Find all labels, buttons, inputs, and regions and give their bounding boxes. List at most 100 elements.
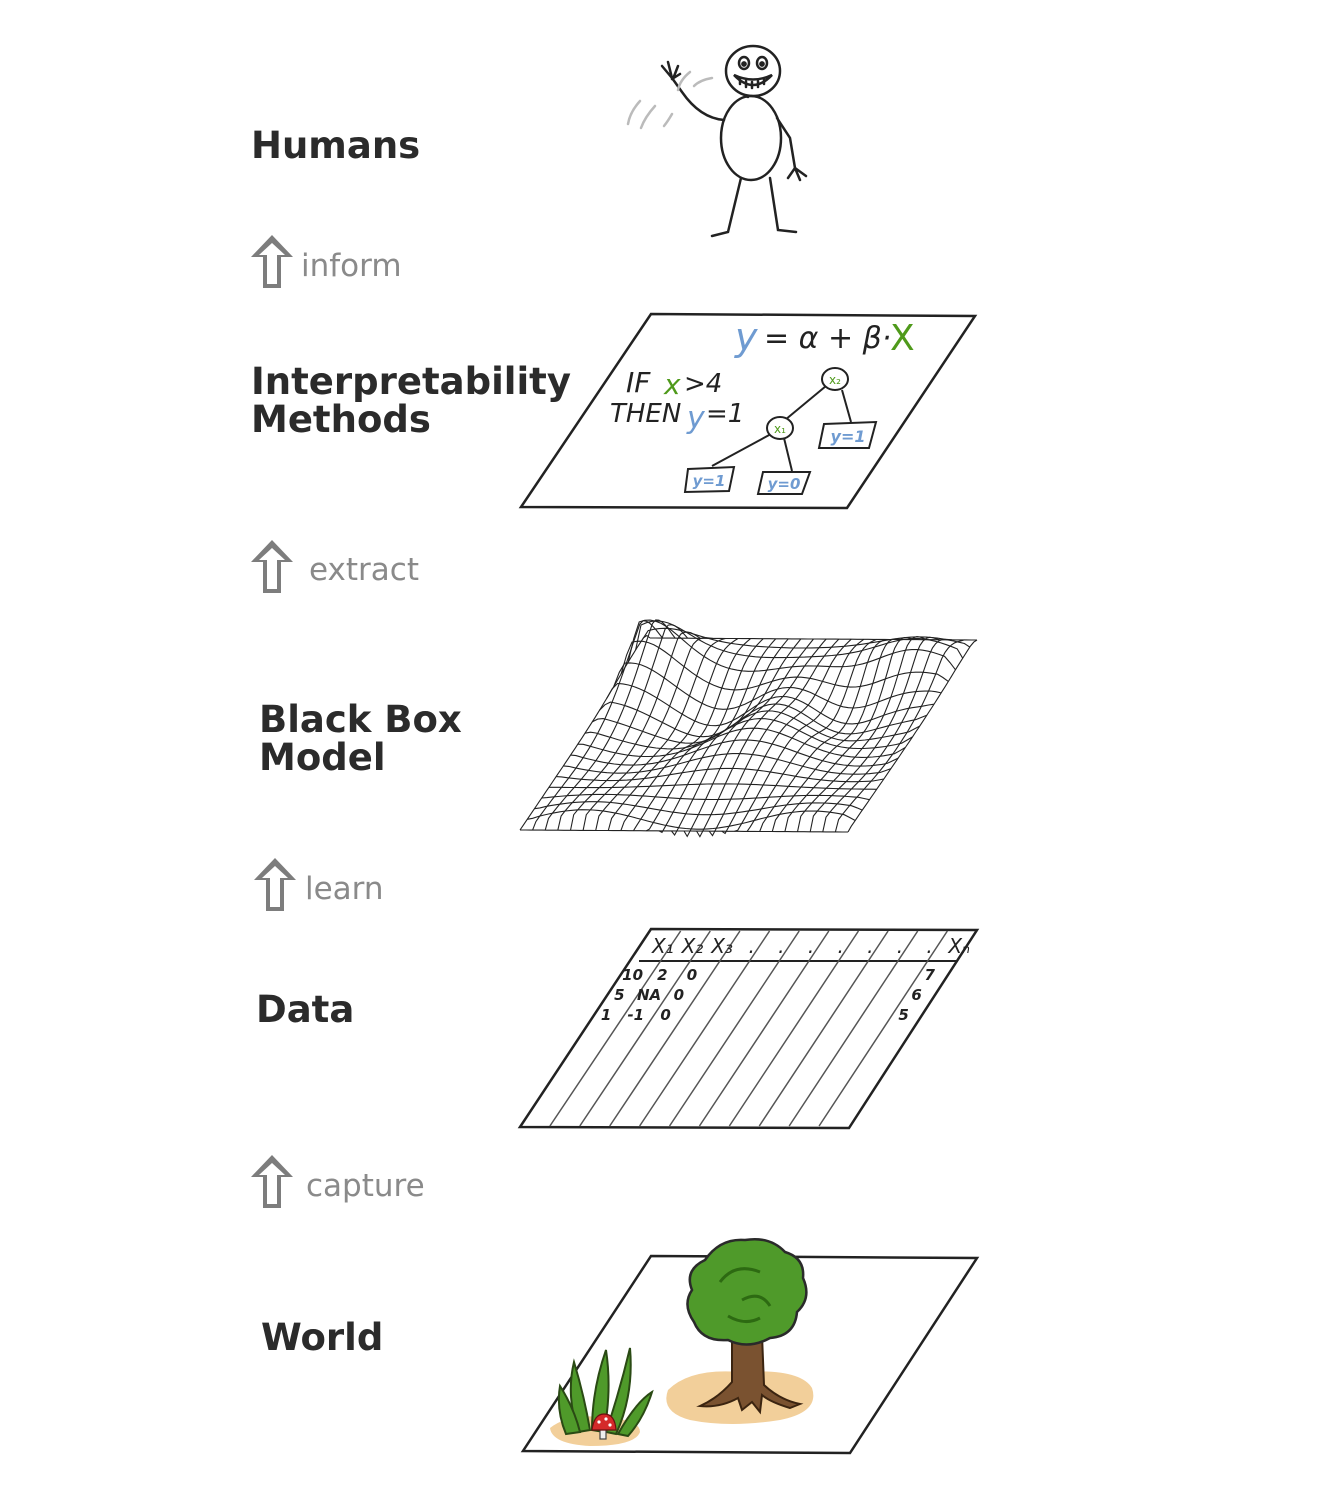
- table-header-cell: .: [749, 934, 755, 958]
- up-arrow-icon-capture: [251, 1155, 293, 1208]
- world-sheet: [520, 1238, 980, 1455]
- mesh-line: [658, 638, 789, 834]
- mesh-line: [520, 829, 848, 833]
- mesh-line: [627, 619, 956, 672]
- layer-label-black-box-model: Black Box Model: [259, 701, 462, 777]
- table-cell: 2: [657, 966, 667, 984]
- table-header-cell: .: [808, 934, 814, 958]
- table-header-cell: X₁: [651, 934, 674, 958]
- arrow-label-learn: learn: [305, 871, 384, 907]
- up-arrow-icon-learn: [254, 858, 296, 911]
- methods-sheet: y = α + β· X IF x >4 THEN y =1 x₂ x₁ y=1…: [518, 312, 978, 510]
- svg-text:x₂: x₂: [829, 373, 841, 387]
- tree-node-child: [766, 416, 794, 440]
- mesh-line: [642, 627, 971, 649]
- table-header-cell: .: [867, 934, 873, 958]
- tree-leaf-left: [683, 465, 736, 494]
- mesh-line: [847, 639, 978, 833]
- tree-canopy: [686, 1238, 808, 1346]
- mesh-line: [556, 767, 884, 783]
- tree-node-root: [821, 367, 849, 391]
- table-column-line: [698, 930, 830, 1127]
- svg-text:y=1: y=1: [831, 427, 866, 446]
- mesh-line: [635, 620, 964, 659]
- table-column-line: [639, 930, 771, 1127]
- mesh-line: [570, 739, 899, 767]
- mushroom-icon: [591, 1413, 617, 1440]
- mesh-line: [577, 727, 906, 758]
- mesh-line: [584, 718, 913, 750]
- table-cell: 6: [911, 986, 921, 1004]
- mesh-line: [591, 710, 920, 744]
- arrow-label-capture: capture: [306, 1168, 425, 1204]
- mesh-line: [613, 662, 942, 710]
- table-cell: 10: [622, 966, 643, 984]
- rule-then: THEN: [610, 399, 681, 429]
- stick-figure-icon: [626, 44, 808, 238]
- table-header-cell: .: [897, 934, 903, 958]
- tree-leaf-right: [817, 420, 878, 449]
- equation-middle: = α + β·: [764, 321, 891, 356]
- mesh-line: [541, 793, 870, 801]
- up-arrow-icon-inform: [251, 235, 293, 288]
- mesh-line: [599, 701, 928, 738]
- mesh-line: [563, 753, 892, 775]
- table-cell: 1: [601, 1006, 611, 1024]
- mesh-line: [534, 801, 863, 816]
- mesh-line: [645, 638, 777, 832]
- layer-label-model-line1: Black Box: [259, 698, 462, 741]
- table-column-line: [788, 930, 919, 1127]
- black-box-surface: [519, 619, 978, 838]
- arrow-label-inform: inform: [301, 248, 402, 284]
- tree-trunk: [696, 1334, 804, 1415]
- mesh-line: [544, 619, 676, 831]
- table-column-line: [579, 930, 711, 1127]
- table-cell: 5: [614, 986, 624, 1004]
- svg-text:y=0: y=0: [768, 475, 801, 493]
- table-cell: 7: [924, 966, 935, 984]
- table-column-line: [609, 930, 741, 1127]
- mesh-line: [606, 682, 935, 727]
- arrow-label-extract: extract: [309, 552, 419, 588]
- equation-x: X: [890, 318, 915, 359]
- table-cell: -1: [627, 1006, 644, 1024]
- table-cell: 0: [660, 1006, 670, 1024]
- table-header-cell: Xₙ: [947, 934, 970, 958]
- layer-label-world: World: [261, 1316, 384, 1359]
- table-header-cell: X₂: [681, 934, 704, 958]
- rule-if: IF: [626, 366, 651, 399]
- layer-label-interpretability-methods: Interpretability Methods: [251, 363, 571, 439]
- rule-y: y: [686, 401, 706, 436]
- table-column-line: [818, 930, 948, 1127]
- table-cell: 0: [674, 986, 684, 1004]
- mesh-line: [734, 638, 865, 832]
- layer-label-humans: Humans: [251, 124, 421, 167]
- mesh-line: [620, 640, 949, 691]
- layer-label-methods-line2: Methods: [251, 398, 431, 441]
- table-header-cell: .: [926, 934, 932, 958]
- mesh-line: [548, 783, 877, 790]
- table-header-cell: X₃: [710, 934, 733, 958]
- rule-value: =1: [706, 399, 744, 429]
- svg-text:x₁: x₁: [774, 422, 786, 436]
- table-cell: NA: [637, 986, 661, 1004]
- layer-label-methods-line1: Interpretability: [251, 360, 571, 403]
- rule-x: x: [663, 368, 681, 401]
- table-column-line: [728, 930, 860, 1127]
- table-header-cell: .: [778, 934, 784, 958]
- rule-condition: >4: [684, 369, 722, 399]
- layer-label-data: Data: [256, 988, 355, 1031]
- table-column-line: [758, 930, 889, 1127]
- mesh-line: [650, 637, 977, 641]
- equation-y: y: [734, 315, 758, 359]
- layer-label-model-line2: Model: [259, 736, 386, 779]
- table-cell: 5: [898, 1006, 908, 1024]
- mesh-line: [557, 624, 689, 831]
- table-cell: 0: [687, 966, 697, 984]
- table-header-cell: .: [837, 934, 843, 958]
- up-arrow-icon-extract: [251, 540, 293, 593]
- mesh-line: [527, 809, 856, 830]
- mesh-line: [595, 637, 726, 831]
